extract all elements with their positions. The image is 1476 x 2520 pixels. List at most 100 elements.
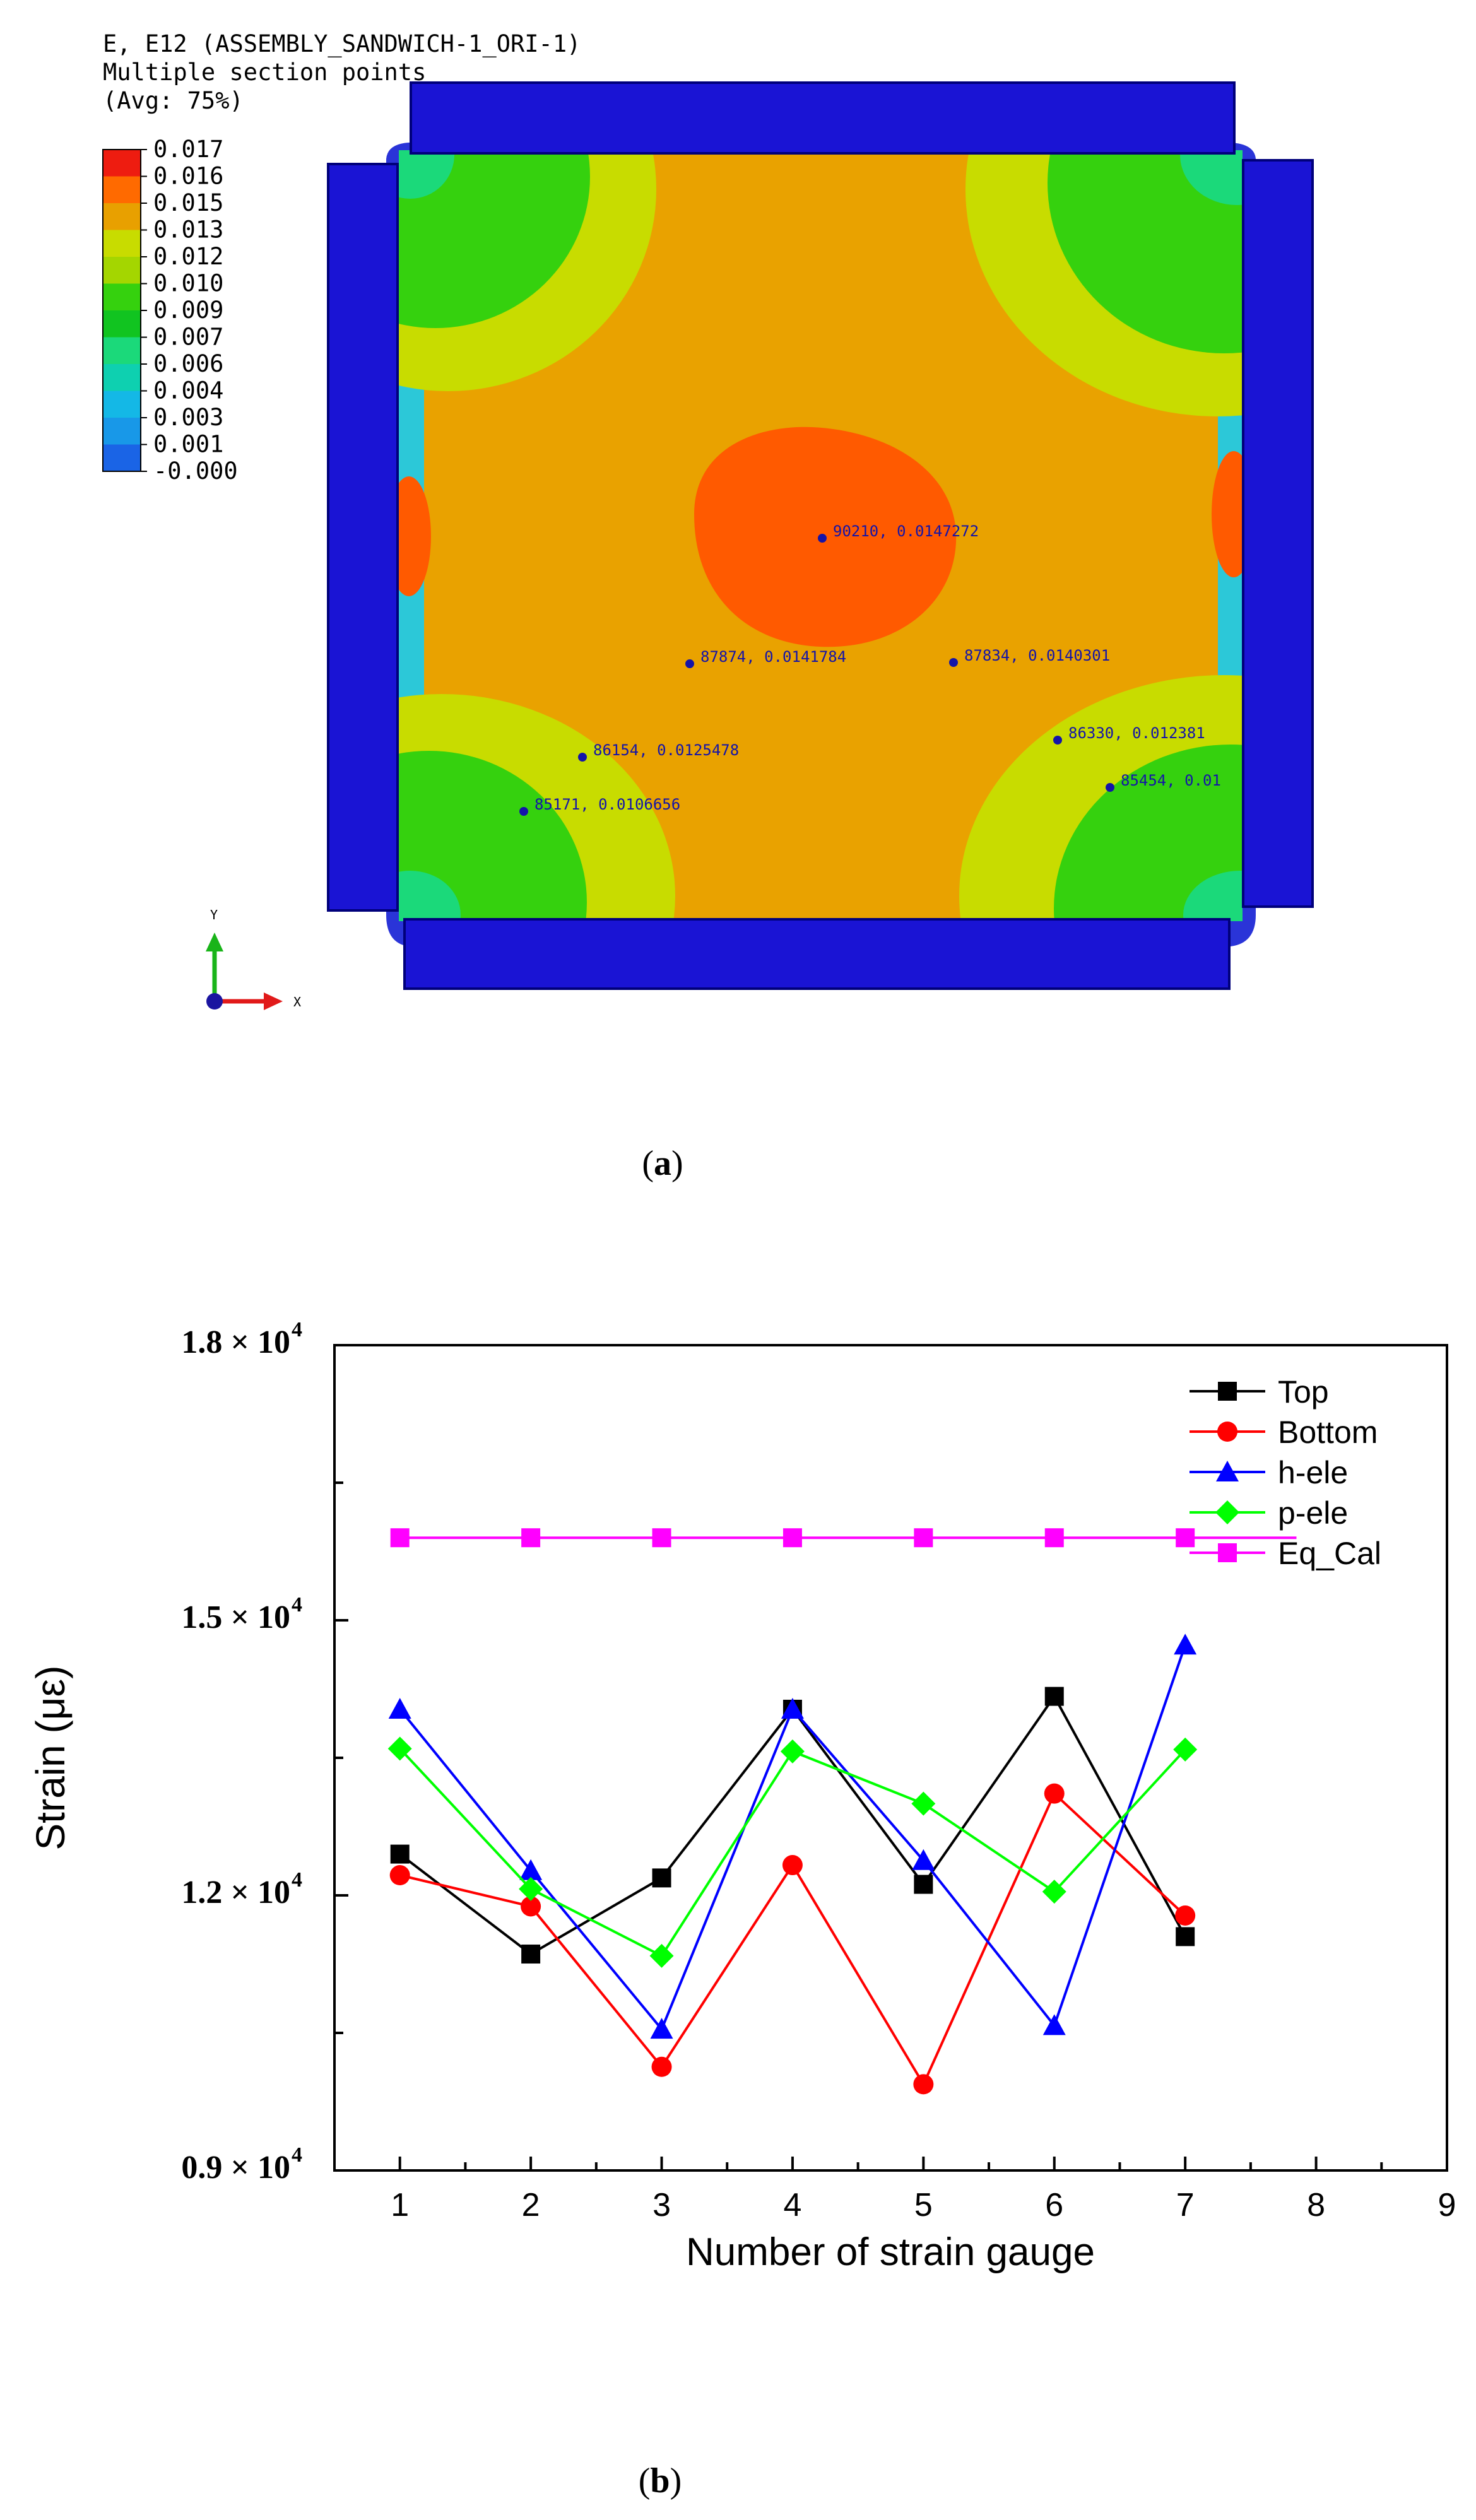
probe-label: 85454, 0.01 <box>1121 772 1221 789</box>
data-point <box>519 1876 543 1901</box>
legend-level-label: -0.000 <box>153 457 238 485</box>
legend-marker <box>1217 1422 1237 1442</box>
data-point <box>914 1528 933 1548</box>
legend-level-label: 0.016 <box>153 163 223 190</box>
corner-top-left <box>399 150 656 391</box>
data-point <box>521 1896 541 1917</box>
y-tick-exponent: 4 <box>292 1318 302 1341</box>
data-point <box>782 1855 803 1876</box>
legend-level-label: 0.013 <box>153 216 223 244</box>
caption-b-letter: b <box>650 2461 670 2500</box>
legend-color-swatch <box>103 310 141 338</box>
caption-a-letter: a <box>654 1144 671 1183</box>
x-tick-label: 4 <box>783 2187 801 2223</box>
probe-marker <box>685 659 694 668</box>
y-tick-exponent: 4 <box>292 2143 302 2167</box>
x-tick-label: 9 <box>1438 2187 1456 2223</box>
legend-level-label: 0.010 <box>153 270 223 297</box>
data-point <box>649 1943 674 1968</box>
legend-color-swatch <box>103 418 141 445</box>
legend-marker <box>1216 1461 1239 1481</box>
data-point <box>652 1528 671 1548</box>
y-tick-exponent: 4 <box>292 1868 302 1892</box>
probe-label: 90210, 0.0147272 <box>833 522 979 540</box>
data-point <box>781 1697 804 1719</box>
legend-color-swatch <box>103 203 141 230</box>
legend-color-swatch <box>103 337 141 364</box>
chart-legend: Top Bottom h-ele p-ele Eq_Cal <box>1190 1374 1381 1571</box>
data-point <box>1044 1528 1064 1548</box>
data-point <box>519 1859 543 1880</box>
legend-marker <box>1218 1382 1237 1401</box>
legend-color-swatch <box>103 230 141 257</box>
probe-points: 90210, 0.0147272 87874, 0.0141784 87834,… <box>519 522 1221 816</box>
x-tick-label: 8 <box>1307 2187 1325 2223</box>
probe-label: 87874, 0.0141784 <box>700 648 846 666</box>
legend-color-swatch <box>103 444 141 471</box>
probe-label: 86330, 0.012381 <box>1068 724 1205 742</box>
legend-label: Top <box>1278 1374 1329 1410</box>
series-eq-cal <box>390 1528 1297 1548</box>
probe-marker <box>1106 783 1114 792</box>
data-point <box>390 1528 410 1548</box>
data-point <box>780 1739 805 1763</box>
series-bottom <box>389 1783 1196 2095</box>
series-h-ele <box>388 1634 1197 2039</box>
data-point <box>1176 1927 1195 1946</box>
x-tick-label: 3 <box>652 2187 671 2223</box>
series-top <box>390 1687 1195 1964</box>
legend-color-swatch <box>103 176 141 203</box>
data-point <box>914 1875 933 1894</box>
data-point <box>782 1528 802 1548</box>
y-tick-label: 1.5 × 10 <box>181 1599 290 1635</box>
probe-marker <box>1053 736 1062 745</box>
contour-header-line-1: E, E12 (ASSEMBLY_SANDWICH-1_ORI-1) <box>103 30 581 58</box>
data-point <box>1044 1687 1064 1706</box>
data-point <box>1173 1737 1198 1762</box>
contour-plot-a: E, E12 (ASSEMBLY_SANDWICH-1_ORI-1) Multi… <box>102 30 1314 1183</box>
contour-header: E, E12 (ASSEMBLY_SANDWICH-1_ORI-1) Multi… <box>103 30 581 114</box>
clamp-bar-bottom <box>403 918 1231 990</box>
probe-marker <box>578 753 587 762</box>
y-axis-label: Strain (με) <box>28 1666 73 1851</box>
contour-header-line-2: Multiple section points <box>103 59 426 86</box>
clamp-bar-left <box>327 163 399 912</box>
clamp-bars <box>327 81 1314 990</box>
probe-marker <box>519 807 528 816</box>
series-line <box>399 1791 1186 2087</box>
legend-level-label: 0.003 <box>153 404 223 431</box>
data-point <box>388 1697 411 1719</box>
legend-label: p-ele <box>1278 1495 1348 1531</box>
data-point <box>389 1865 410 1886</box>
legend-color-swatch <box>103 391 141 418</box>
legend-level-label: 0.004 <box>153 377 223 404</box>
series-layer <box>387 1528 1297 2095</box>
data-point <box>1044 1783 1065 1804</box>
legend-marker <box>1215 1500 1239 1524</box>
legend-level-label: 0.007 <box>153 324 223 351</box>
data-point <box>1042 1880 1066 1904</box>
legend-label: Bottom <box>1278 1415 1378 1450</box>
caption-b: (b) <box>639 2461 682 2500</box>
legend-color-swatch <box>103 283 141 310</box>
y-tick-exponent: 4 <box>292 1593 302 1616</box>
corner-top-right <box>965 150 1243 416</box>
series-line <box>399 1748 1186 1958</box>
caption-a: (a) <box>642 1144 683 1183</box>
x-tick-label: 6 <box>1045 2187 1063 2223</box>
legend-marker <box>1218 1543 1237 1562</box>
legend-label: h-ele <box>1278 1455 1348 1490</box>
data-point <box>652 1868 671 1888</box>
contour-legend: 0.0170.0160.0150.0130.0120.0100.0090.007… <box>102 136 238 485</box>
probe-label: 86154, 0.0125478 <box>593 741 739 759</box>
clamp-bar-right <box>1242 159 1314 908</box>
legend-label: Eq_Cal <box>1278 1536 1381 1571</box>
data-point <box>390 1844 410 1864</box>
y-tick-label: 1.2 × 10 <box>181 1875 290 1911</box>
series-line <box>399 1693 1186 1956</box>
legend-color-swatch <box>103 150 141 177</box>
y-tick-label: 0.9 × 10 <box>181 2150 290 2186</box>
data-point <box>1042 2014 1066 2035</box>
data-point <box>1174 1634 1197 1655</box>
